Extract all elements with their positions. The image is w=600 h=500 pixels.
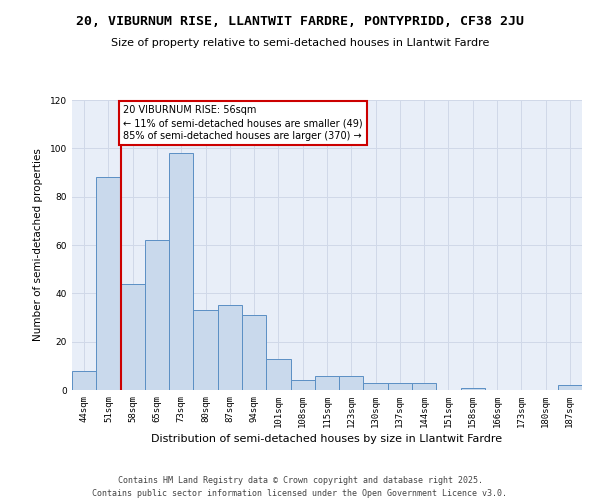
Text: 20 VIBURNUM RISE: 56sqm
← 11% of semi-detached houses are smaller (49)
85% of se: 20 VIBURNUM RISE: 56sqm ← 11% of semi-de… bbox=[123, 105, 362, 141]
Bar bbox=[412, 383, 436, 390]
Bar bbox=[290, 380, 315, 390]
Bar bbox=[145, 240, 169, 390]
Bar bbox=[218, 306, 242, 390]
Bar bbox=[193, 310, 218, 390]
Bar bbox=[96, 178, 121, 390]
Bar bbox=[461, 388, 485, 390]
Bar bbox=[364, 383, 388, 390]
Text: Size of property relative to semi-detached houses in Llantwit Fardre: Size of property relative to semi-detach… bbox=[111, 38, 489, 48]
Text: 20, VIBURNUM RISE, LLANTWIT FARDRE, PONTYPRIDD, CF38 2JU: 20, VIBURNUM RISE, LLANTWIT FARDRE, PONT… bbox=[76, 15, 524, 28]
Text: Contains HM Land Registry data © Crown copyright and database right 2025.
Contai: Contains HM Land Registry data © Crown c… bbox=[92, 476, 508, 498]
Bar bbox=[315, 376, 339, 390]
Bar bbox=[266, 358, 290, 390]
Bar bbox=[558, 385, 582, 390]
Bar bbox=[339, 376, 364, 390]
Bar bbox=[72, 370, 96, 390]
Bar bbox=[169, 153, 193, 390]
Bar bbox=[242, 315, 266, 390]
Y-axis label: Number of semi-detached properties: Number of semi-detached properties bbox=[33, 148, 43, 342]
Bar bbox=[121, 284, 145, 390]
X-axis label: Distribution of semi-detached houses by size in Llantwit Fardre: Distribution of semi-detached houses by … bbox=[151, 434, 503, 444]
Bar bbox=[388, 383, 412, 390]
